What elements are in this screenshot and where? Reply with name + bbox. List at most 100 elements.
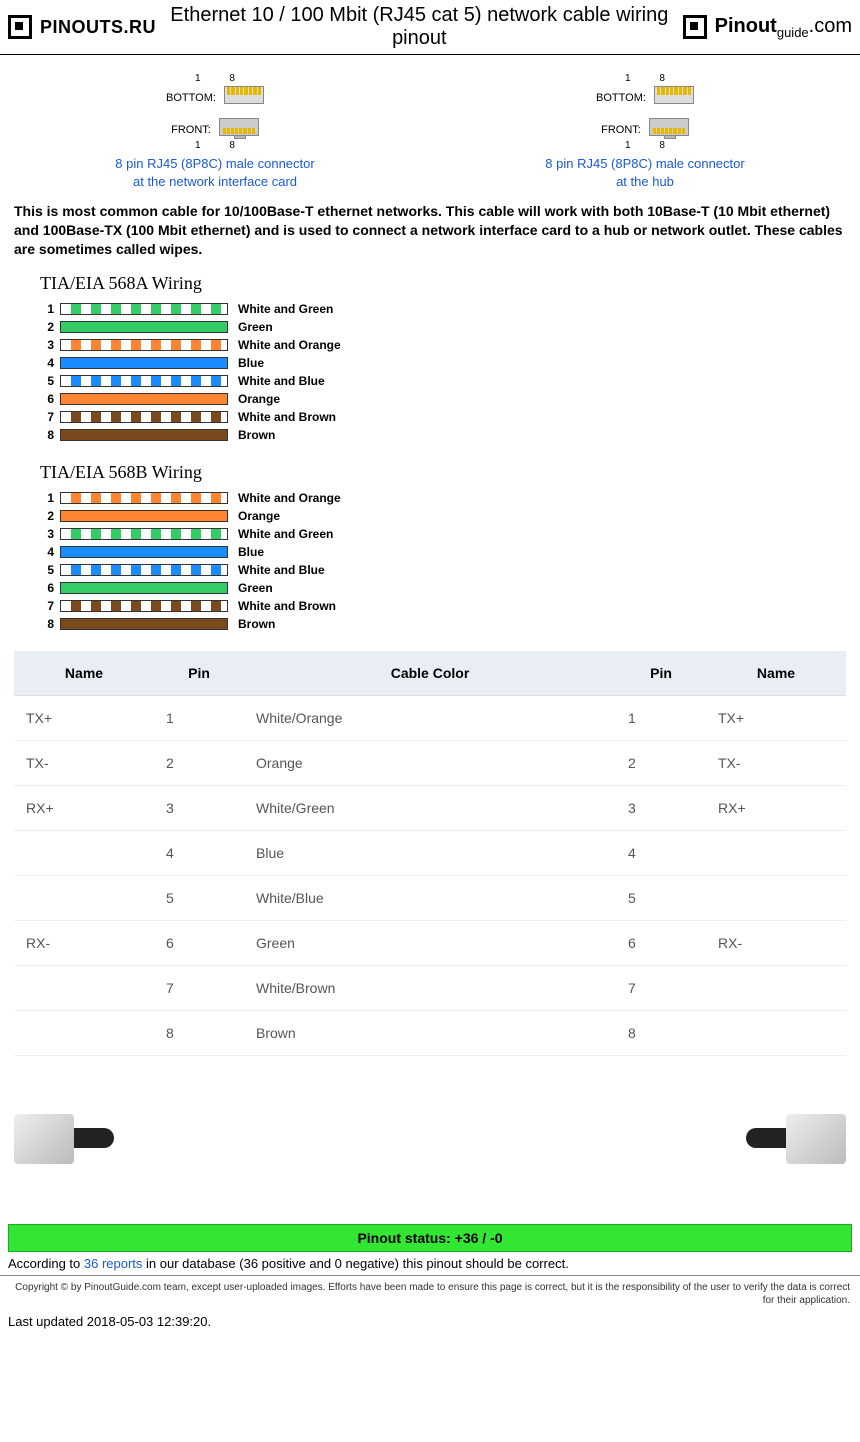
- wire-number: 7: [40, 410, 54, 424]
- connector-photos: [0, 1074, 860, 1224]
- table-cell: White/Green: [244, 785, 616, 830]
- table-row: RX-6Green6RX-: [14, 920, 846, 965]
- table-cell: [706, 875, 846, 920]
- wire-label: Brown: [238, 428, 275, 442]
- table-cell: 3: [154, 785, 244, 830]
- wire-number: 4: [40, 356, 54, 370]
- wire-row: 4 Blue: [40, 356, 860, 370]
- wire-label: Brown: [238, 617, 275, 631]
- table-cell: 3: [616, 785, 706, 830]
- table-row: 8Brown8: [14, 1010, 846, 1055]
- table-cell: 8: [616, 1010, 706, 1055]
- table-cell: Brown: [244, 1010, 616, 1055]
- connector-right: 18 BOTTOM: FRONT: 18 8 pin RJ45 (8P8C) m…: [545, 73, 744, 190]
- wire-label: White and Green: [238, 527, 333, 541]
- table-cell: White/Orange: [244, 695, 616, 740]
- wire-color-bar: [60, 375, 228, 387]
- wire-row: 1 White and Green: [40, 302, 860, 316]
- site-name[interactable]: PINOUTS.RU: [40, 17, 156, 38]
- wire-number: 2: [40, 320, 54, 334]
- table-cell: 1: [154, 695, 244, 740]
- wire-color-bar: [60, 510, 228, 522]
- table-cell: RX-: [14, 920, 154, 965]
- table-cell: White/Blue: [244, 875, 616, 920]
- wire-row: 2Orange: [40, 509, 860, 523]
- wire-number: 3: [40, 338, 54, 352]
- table-row: TX+1White/Orange1TX+: [14, 695, 846, 740]
- table-cell: 4: [154, 830, 244, 875]
- wire-color-bar: [60, 492, 228, 504]
- wire-label: Orange: [238, 392, 280, 406]
- wire-color-bar: [60, 303, 228, 315]
- wire-row: 4Blue: [40, 545, 860, 559]
- rj45-photo-right: [746, 1104, 846, 1174]
- wire-row: 3White and Green: [40, 527, 860, 541]
- wire-number: 7: [40, 599, 54, 613]
- table-cell: 2: [154, 740, 244, 785]
- table-cell: [14, 965, 154, 1010]
- guide-logo-icon: [683, 15, 707, 39]
- page-title: Ethernet 10 / 100 Mbit (RJ45 cat 5) netw…: [164, 4, 675, 50]
- table-cell: 8: [154, 1010, 244, 1055]
- table-header: Name: [14, 651, 154, 696]
- wiring-568b: TIA/EIA 568B Wiring 1White and Orange2Or…: [0, 462, 860, 631]
- wiring-b-title: TIA/EIA 568B Wiring: [40, 462, 860, 483]
- table-cell: TX+: [706, 695, 846, 740]
- table-header: Cable Color: [244, 651, 616, 696]
- reports-link[interactable]: 36 reports: [84, 1256, 143, 1271]
- table-cell: 6: [616, 920, 706, 965]
- wire-number: 8: [40, 428, 54, 442]
- wire-color-bar: [60, 528, 228, 540]
- table-cell: Blue: [244, 830, 616, 875]
- rj45-photo-left: [14, 1104, 114, 1174]
- wire-label: White and Orange: [238, 338, 341, 352]
- wire-row: 6Green: [40, 581, 860, 595]
- wire-color-bar: [60, 564, 228, 576]
- wire-number: 5: [40, 374, 54, 388]
- connector-left: 18 BOTTOM: FRONT: 18 8 pin RJ45 (8P8C) m…: [115, 73, 314, 190]
- table-row: 4Blue4: [14, 830, 846, 875]
- table-cell: 7: [154, 965, 244, 1010]
- wire-label: White and Orange: [238, 491, 341, 505]
- wire-number: 8: [40, 617, 54, 631]
- wiring-a-title: TIA/EIA 568A Wiring: [40, 273, 860, 294]
- wire-number: 1: [40, 302, 54, 316]
- table-row: 5White/Blue5: [14, 875, 846, 920]
- table-cell: [706, 830, 846, 875]
- wire-color-bar: [60, 600, 228, 612]
- table-cell: 1: [616, 695, 706, 740]
- rj45-bottom-icon: [224, 86, 264, 104]
- page-header: PINOUTS.RU Ethernet 10 / 100 Mbit (RJ45 …: [0, 0, 860, 55]
- table-cell: RX-: [706, 920, 846, 965]
- rj45-front-icon: [649, 118, 689, 136]
- connector-link-hub[interactable]: 8 pin RJ45 (8P8C) male connector at the …: [545, 155, 744, 190]
- pinout-status-text: According to 36 reports in our database …: [0, 1252, 860, 1276]
- connector-diagrams: 18 BOTTOM: FRONT: 18 8 pin RJ45 (8P8C) m…: [0, 73, 860, 190]
- table-cell: 2: [616, 740, 706, 785]
- rj45-front-icon: [219, 118, 259, 136]
- table-cell: RX+: [14, 785, 154, 830]
- table-cell: 4: [616, 830, 706, 875]
- last-updated: Last updated 2018-05-03 12:39:20.: [0, 1312, 860, 1337]
- wire-row: 2Green: [40, 320, 860, 334]
- table-cell: Green: [244, 920, 616, 965]
- wire-row: 8 Brown: [40, 428, 860, 442]
- table-cell: 7: [616, 965, 706, 1010]
- connector-link-nic[interactable]: 8 pin RJ45 (8P8C) male connector at the …: [115, 155, 314, 190]
- table-cell: [14, 1010, 154, 1055]
- table-cell: [14, 875, 154, 920]
- wire-row: 6Orange: [40, 392, 860, 406]
- pinout-status-bar: Pinout status: +36 / -0: [8, 1224, 852, 1252]
- table-cell: White/Brown: [244, 965, 616, 1010]
- wire-color-bar: [60, 411, 228, 423]
- table-cell: RX+: [706, 785, 846, 830]
- guide-logo[interactable]: Pinoutguide.com: [715, 15, 852, 40]
- wire-label: Blue: [238, 356, 264, 370]
- wire-row: 7White and Brown: [40, 599, 860, 613]
- table-cell: TX-: [14, 740, 154, 785]
- table-cell: [706, 965, 846, 1010]
- copyright-text: Copyright © by PinoutGuide.com team, exc…: [0, 1276, 860, 1312]
- wire-label: White and Green: [238, 302, 333, 316]
- wire-color-bar: [60, 582, 228, 594]
- wire-row: 7White and Brown: [40, 410, 860, 424]
